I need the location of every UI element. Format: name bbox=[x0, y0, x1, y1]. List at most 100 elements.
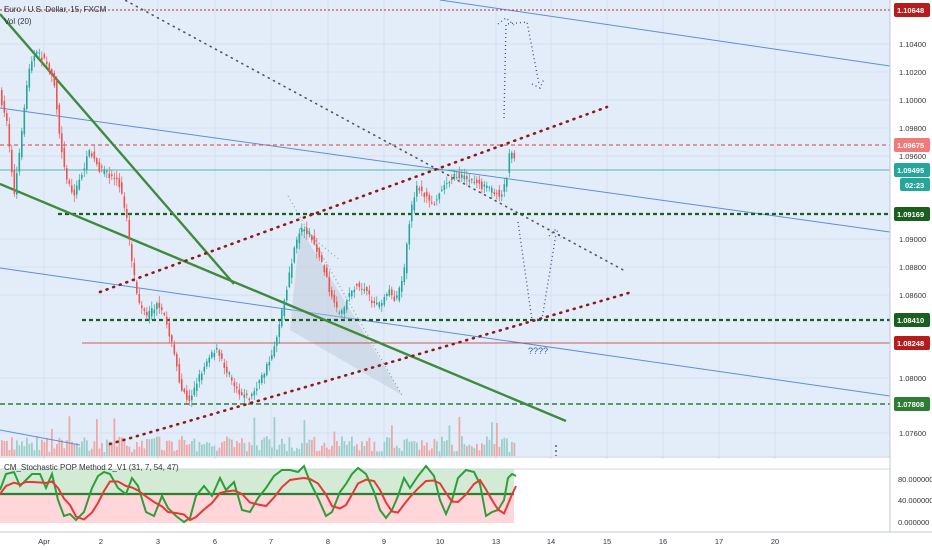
candle-body bbox=[408, 224, 411, 245]
volume-bar bbox=[258, 450, 261, 456]
volume-bar bbox=[483, 444, 486, 456]
volume-bar bbox=[116, 446, 118, 456]
volume-bar bbox=[418, 449, 421, 456]
candle-body bbox=[256, 388, 258, 391]
candle-body bbox=[243, 394, 246, 398]
candle-body bbox=[158, 302, 161, 308]
candle-body bbox=[358, 282, 361, 287]
candle-body bbox=[286, 289, 288, 301]
main-pane[interactable] bbox=[0, 0, 890, 456]
candle-body bbox=[276, 337, 278, 346]
candle-body bbox=[241, 392, 243, 395]
volume-bar bbox=[126, 445, 128, 456]
grid bbox=[0, 0, 890, 532]
volume-bar bbox=[341, 436, 343, 456]
volume-bar bbox=[493, 444, 496, 456]
candle-body bbox=[173, 344, 176, 355]
candle-body bbox=[31, 61, 33, 71]
candle-body bbox=[146, 311, 148, 316]
candle-body bbox=[118, 178, 121, 188]
volume-bar bbox=[458, 416, 461, 456]
candle-body bbox=[6, 113, 8, 122]
candle-body bbox=[171, 335, 173, 342]
candle-body bbox=[93, 151, 96, 159]
time-tick: Apr bbox=[38, 537, 50, 546]
volume-bar bbox=[236, 441, 238, 456]
volume-bar bbox=[301, 443, 303, 456]
price-label-last: 1.09495 bbox=[897, 166, 924, 175]
volume-bar bbox=[63, 448, 66, 456]
volume-bar bbox=[466, 446, 468, 456]
time-tick: 14 bbox=[547, 537, 555, 546]
volume-bar bbox=[231, 439, 233, 456]
candle-body bbox=[353, 289, 356, 293]
candle-body bbox=[388, 289, 391, 296]
candle-body bbox=[481, 181, 483, 189]
oscillator-title[interactable]: CM_Stochastic POP Method 2_V1 (31, 7, 54… bbox=[4, 463, 179, 472]
volume-bar bbox=[403, 439, 406, 456]
candle-body bbox=[513, 152, 516, 159]
candle-body bbox=[48, 63, 51, 72]
price-axis[interactable] bbox=[890, 0, 932, 532]
volume-bar bbox=[398, 448, 401, 456]
candle-body bbox=[393, 296, 396, 301]
volume-bar bbox=[428, 450, 431, 456]
candle-body bbox=[61, 133, 63, 153]
volume-bar bbox=[268, 439, 271, 456]
volume-bar bbox=[58, 437, 61, 456]
volume-bar bbox=[11, 437, 13, 456]
volume-bar bbox=[128, 446, 131, 456]
volume-bar bbox=[386, 437, 388, 456]
time-axis[interactable] bbox=[0, 532, 890, 550]
volume-bar bbox=[33, 450, 36, 456]
volume-bar bbox=[123, 438, 126, 456]
volume-bar bbox=[118, 436, 121, 456]
candle-body bbox=[46, 61, 48, 65]
trend-lines bbox=[0, 13, 567, 423]
volume-bar bbox=[293, 451, 296, 456]
volume-bar bbox=[406, 438, 408, 456]
volume-bar bbox=[43, 442, 46, 456]
volume-bar bbox=[326, 447, 328, 456]
volume-bar bbox=[171, 441, 173, 456]
volume-bar bbox=[111, 442, 113, 456]
volume-bar bbox=[66, 440, 68, 456]
volume-bar bbox=[233, 447, 236, 456]
time-tick: 16 bbox=[659, 537, 667, 546]
volume-bar bbox=[488, 439, 491, 456]
volume-bar bbox=[371, 450, 373, 456]
volume-bar bbox=[321, 445, 323, 456]
candle-body bbox=[231, 377, 233, 381]
candle-body bbox=[78, 179, 81, 190]
volume-bar bbox=[173, 450, 176, 456]
price-label-target: 1.08248 bbox=[897, 339, 924, 348]
candle-body bbox=[151, 308, 153, 317]
volume-bar bbox=[468, 444, 471, 456]
volume-bar bbox=[291, 447, 293, 456]
symbol-title[interactable]: Euro / U.S. Dollar, 15, FXCM bbox=[4, 5, 107, 14]
volume-bar bbox=[501, 439, 503, 456]
stoch-k-line bbox=[0, 464, 517, 524]
candle-body bbox=[121, 182, 123, 194]
candle-body bbox=[116, 177, 118, 180]
volume-bar bbox=[506, 438, 508, 456]
volume-bar bbox=[456, 451, 458, 456]
candlestick-series bbox=[1, 48, 516, 408]
candle-body bbox=[206, 361, 208, 367]
candle-body bbox=[123, 196, 126, 208]
candle-body bbox=[493, 192, 496, 194]
time-tick: 13 bbox=[492, 537, 500, 546]
candle-body bbox=[198, 374, 201, 382]
volume-bar bbox=[168, 440, 171, 456]
candle-body bbox=[378, 302, 381, 308]
candle-body bbox=[71, 185, 73, 193]
volume-bar bbox=[448, 425, 451, 456]
volume-bar bbox=[191, 440, 193, 456]
volume-bar bbox=[306, 442, 308, 456]
oscillator-axis-ticks: 80.000000 40.000000 0.000000 bbox=[898, 475, 932, 527]
volume-bar bbox=[438, 451, 441, 456]
volume-bar bbox=[163, 450, 166, 456]
volume-label[interactable]: Vol (20) bbox=[4, 17, 32, 26]
stoch-d-line bbox=[0, 477, 517, 522]
